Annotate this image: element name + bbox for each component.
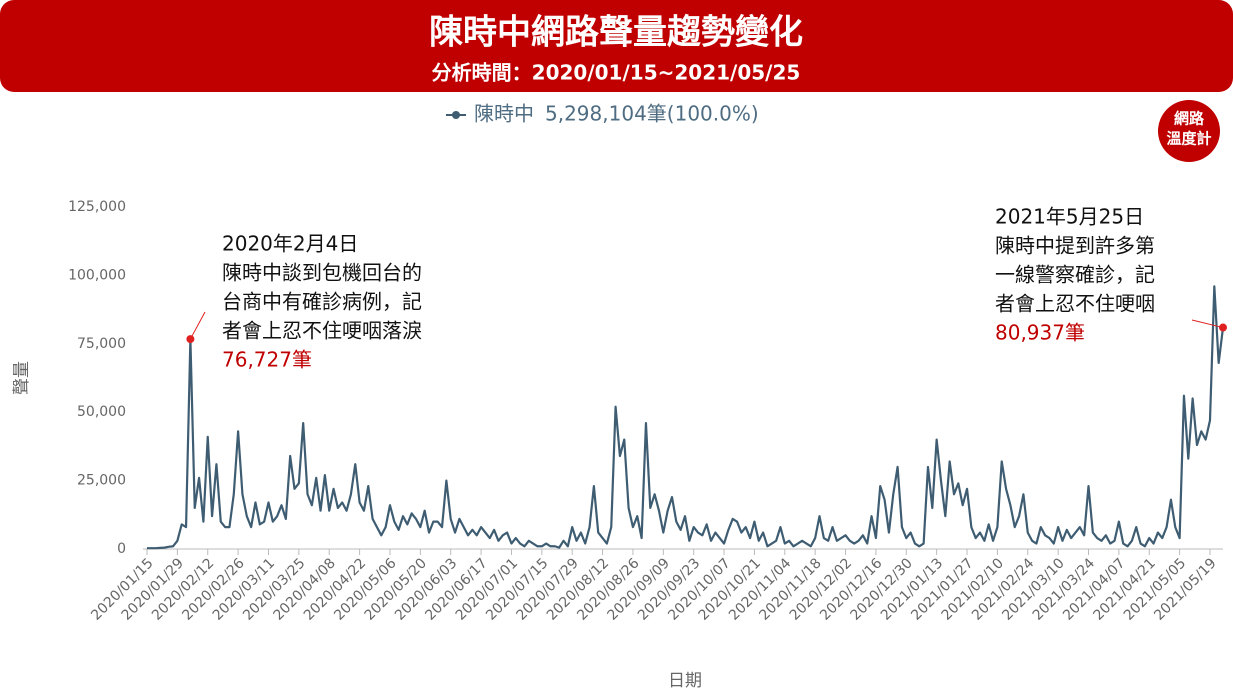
y-tick-label: 25,000	[77, 473, 126, 489]
logo-badge	[1158, 100, 1220, 162]
annotation-text: 一線警察確診，記	[995, 263, 1155, 287]
y-tick-label: 125,000	[68, 199, 126, 215]
annotation-text: 陳時中提到許多第	[995, 234, 1155, 258]
annotation-value: 76,727筆	[222, 348, 312, 372]
y-tick-label: 75,000	[77, 336, 126, 352]
series-line	[147, 285, 1225, 550]
legend-total: 5,298,104筆(100.0%)	[545, 102, 759, 126]
legend-marker	[452, 111, 460, 119]
chart-title: 陳時中網路聲量趨勢變化	[429, 13, 803, 53]
annotation-leader	[189, 311, 206, 340]
annotation-text: 陳時中談到包機回台的	[222, 261, 422, 285]
x-axis-title: 日期	[668, 671, 702, 691]
y-tick-label: 0	[117, 541, 126, 557]
annotation-text: 者會上忍不住哽咽	[995, 292, 1155, 316]
header-band	[0, 0, 1233, 92]
chart-subtitle: 分析時間：2020/01/15~2021/05/25	[432, 61, 801, 85]
logo-text: 網路	[1174, 110, 1205, 128]
annotation-leader	[1191, 319, 1224, 329]
annotation-text: 2020年2月4日	[222, 232, 358, 256]
annotation-text: 台商中有確診病例，記	[222, 290, 422, 314]
y-axis-title: 聲量	[12, 361, 32, 395]
y-tick-label: 50,000	[77, 404, 126, 420]
annotation-text: 者會上忍不住哽咽落淚	[222, 319, 422, 343]
highlight-point	[186, 335, 195, 344]
highlight-point	[1219, 323, 1227, 332]
annotation-text: 2021年5月25日	[995, 205, 1144, 229]
y-tick-label: 100,000	[68, 267, 126, 283]
annotation-value: 80,937筆	[995, 321, 1085, 345]
logo-text: 溫度計	[1166, 130, 1211, 148]
legend-label: 陳時中	[474, 102, 534, 126]
